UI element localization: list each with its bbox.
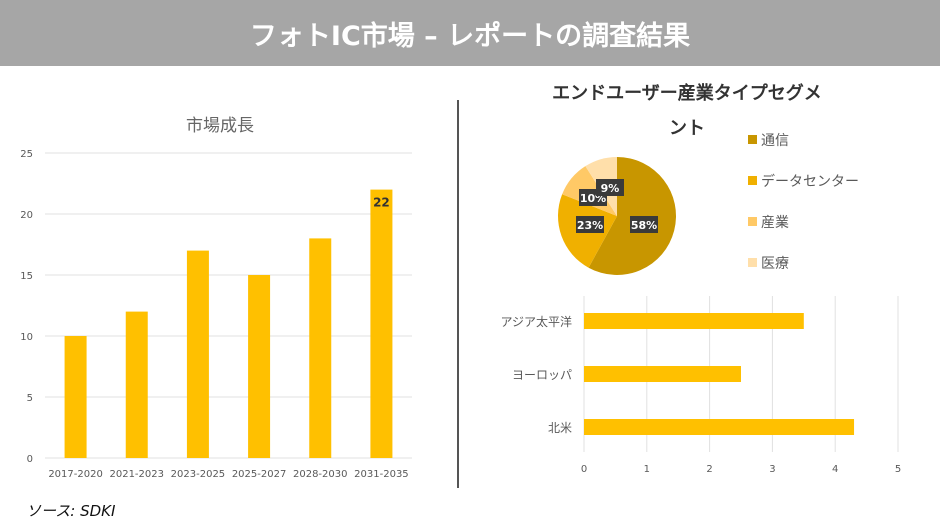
y-tick-label: 10 xyxy=(20,332,33,343)
legend-label: 通信 xyxy=(761,133,789,149)
y-tick-label: 20 xyxy=(20,210,33,221)
x-tick-label: 5 xyxy=(895,464,901,475)
x-tick-label: 2017-2020 xyxy=(48,469,103,480)
pie-label-box xyxy=(630,216,658,233)
bar xyxy=(186,250,209,458)
x-tick-label: 1 xyxy=(644,464,650,475)
x-tick-label: 2 xyxy=(706,464,712,475)
x-tick-label: 2023-2025 xyxy=(171,469,226,480)
bar-chart-title: 市場成長 xyxy=(186,116,254,136)
bar xyxy=(64,336,87,458)
data-label: 22 xyxy=(373,196,390,210)
legend-swatch xyxy=(748,258,757,267)
pie-title-line2: ント xyxy=(669,118,705,139)
bar xyxy=(584,313,804,329)
bar xyxy=(248,275,271,458)
pie-label: 9% xyxy=(601,182,620,195)
legend-label: データセンター xyxy=(761,173,859,190)
y-tick-label: 15 xyxy=(20,271,33,282)
bar xyxy=(125,311,148,458)
pie-title: エンドユーザー産業タイプセグメ xyxy=(552,82,822,104)
pie-label: 58% xyxy=(631,219,657,232)
legend-label: 産業 xyxy=(761,215,789,231)
page-title: フォトIC市場 – レポートの調査結果 xyxy=(0,0,940,66)
pie-label-box xyxy=(596,179,624,196)
legend-swatch xyxy=(748,176,757,185)
x-tick-label: 2028-2030 xyxy=(293,469,348,480)
x-tick-label: 0 xyxy=(581,464,587,475)
legend-swatch xyxy=(748,135,757,144)
source-note: ソース: SDKI xyxy=(26,502,116,520)
pie-label-box xyxy=(576,216,604,233)
y-tick-label: アジア太平洋 xyxy=(500,314,572,329)
bar xyxy=(584,419,855,435)
y-tick-label: 25 xyxy=(20,149,33,160)
x-tick-label: 3 xyxy=(769,464,775,475)
y-tick-label: ヨーロッパ xyxy=(512,368,572,382)
legend-label: 医療 xyxy=(761,255,789,272)
x-tick-label: 2025-2027 xyxy=(232,469,287,480)
y-tick-label: 0 xyxy=(27,454,33,465)
x-tick-label: 4 xyxy=(832,464,838,475)
y-tick-label: 北米 xyxy=(548,421,572,435)
x-tick-label: 2031-2035 xyxy=(354,469,409,480)
divider xyxy=(457,100,459,488)
bar xyxy=(584,366,741,382)
bar xyxy=(370,189,393,458)
legend-swatch xyxy=(748,217,757,226)
bar xyxy=(309,238,332,458)
x-tick-label: 2021-2023 xyxy=(109,469,164,480)
pie-label: 23% xyxy=(577,219,603,232)
y-tick-label: 5 xyxy=(27,393,33,404)
